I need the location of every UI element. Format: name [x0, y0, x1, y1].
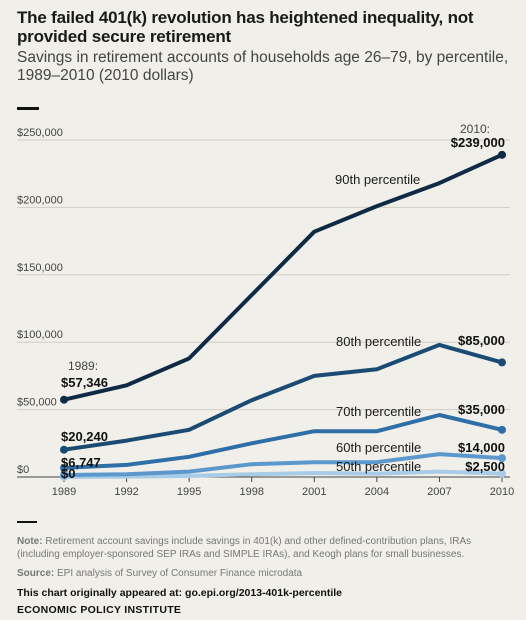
note-text: Retirement account savings include savin…	[17, 536, 472, 560]
end-year-annotation: 2010:	[460, 122, 490, 136]
series-start-label: $6,747	[61, 455, 101, 470]
series-line	[63, 152, 503, 402]
series-end-point	[498, 469, 506, 478]
x-tick-label: 1992	[114, 486, 138, 498]
title-dash	[17, 107, 39, 110]
chart-origin-link: This chart originally appeared at: go.ep…	[17, 587, 343, 599]
series-line	[63, 413, 503, 470]
series-start-point	[60, 470, 68, 479]
series-name-label: 90th percentile	[335, 172, 420, 187]
y-tick-label: $200,000	[17, 194, 63, 206]
x-tick-label: 2001	[302, 486, 326, 498]
chart-subtitle: Savings in retirement accounts of househ…	[17, 49, 509, 84]
x-tick-label: 1989	[52, 486, 76, 498]
publisher-name: ECONOMIC POLICY INSTITUTE	[17, 604, 182, 616]
series-name-label: 60th percentile	[336, 440, 421, 455]
series-start-label: $20,240	[61, 429, 108, 444]
note-label: Note:	[17, 536, 43, 547]
series-line	[63, 342, 503, 452]
source-label: Source:	[17, 568, 55, 579]
series-end-label: $239,000	[451, 135, 505, 150]
series-end-label: $14,000	[458, 440, 505, 455]
line-chart: $0 $50,000 $100,000 $150,000 $200,000 $250,00…	[17, 122, 514, 498]
y-tick-label: $100,000	[17, 329, 63, 341]
x-tick-label: 1998	[239, 486, 263, 498]
series-end-point	[498, 358, 506, 367]
chart-title: The failed 401(k) revolution has heighte…	[17, 8, 474, 46]
series-line	[63, 452, 503, 477]
start-year-annotation: 1989:	[68, 359, 98, 373]
series-start-point	[60, 395, 68, 404]
series-name-label: 70th percentile	[336, 404, 421, 419]
x-tick-label: 1995	[177, 486, 201, 498]
series-name-label: 50th percentile	[336, 459, 421, 474]
series-end-point	[498, 150, 506, 159]
chart-note: Note: Retirement account savings include…	[17, 535, 512, 561]
footer-dash	[17, 521, 37, 523]
series-end-point	[498, 454, 506, 463]
x-tick-label: 2007	[427, 486, 451, 498]
x-tick-label: 2010	[490, 486, 514, 498]
y-tick-label: $150,000	[17, 262, 63, 274]
series-line	[63, 469, 503, 479]
series-end-label: $2,500	[465, 459, 505, 474]
series-name-label: 80th percentile	[336, 334, 421, 349]
series-end-point	[498, 425, 506, 434]
chart-source: Source: EPI analysis of Survey of Consum…	[17, 568, 512, 579]
y-tick-label: $0	[17, 464, 29, 476]
series-end-label: $35,000	[458, 402, 505, 417]
series-start-label: $0	[61, 466, 75, 481]
source-text: EPI analysis of Survey of Consumer Finan…	[57, 568, 303, 579]
y-tick-label: $50,000	[17, 397, 57, 409]
series-start-point	[60, 463, 68, 472]
series-end-label: $85,000	[458, 333, 505, 348]
y-tick-label: $250,000	[17, 127, 63, 139]
series-start-label: $57,346	[61, 375, 108, 390]
x-tick-label: 2004	[365, 486, 389, 498]
series-start-point	[60, 445, 68, 454]
